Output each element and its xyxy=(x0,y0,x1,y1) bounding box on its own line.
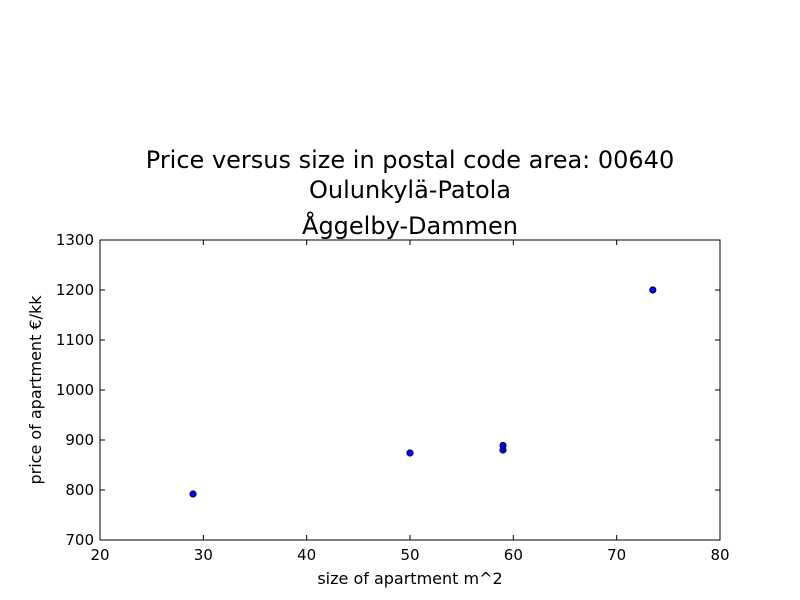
y-tick-label: 1000 xyxy=(56,381,94,399)
x-tick-label: 40 xyxy=(297,546,316,564)
y-tick-label: 1300 xyxy=(56,231,94,249)
x-tick-label: 70 xyxy=(607,546,626,564)
y-tick-label: 1100 xyxy=(56,331,94,349)
data-point xyxy=(189,490,197,498)
y-tick-label: 1200 xyxy=(56,281,94,299)
x-axis-label: size of apartment m^2 xyxy=(317,569,502,588)
data-point xyxy=(649,286,657,294)
x-tick-label: 20 xyxy=(90,546,109,564)
data-point xyxy=(499,441,507,450)
chart-title: Price versus size in postal code area: 0… xyxy=(146,146,674,240)
y-tick-label: 800 xyxy=(65,481,94,499)
data-points xyxy=(189,286,657,498)
y-tick-label: 900 xyxy=(65,431,94,449)
x-tick-label: 60 xyxy=(504,546,523,564)
chart-title-line-1: Price versus size in postal code area: 0… xyxy=(146,146,674,174)
y-axis-label: price of apartment €/kk xyxy=(26,295,45,485)
y-tick-label: 700 xyxy=(65,531,94,549)
x-tick-label: 50 xyxy=(400,546,419,564)
x-axis: 20 30 40 50 60 70 80 xyxy=(90,240,730,564)
x-tick-label: 30 xyxy=(194,546,213,564)
x-tick-label: 80 xyxy=(710,546,729,564)
chart-title-line-2: Oulunkylä-Patola xyxy=(309,176,511,204)
y-axis: 700 800 900 1000 1100 1200 1300 xyxy=(56,231,720,549)
chart-title-line-3: Åggelby-Dammen xyxy=(302,211,518,240)
data-point xyxy=(406,449,414,457)
